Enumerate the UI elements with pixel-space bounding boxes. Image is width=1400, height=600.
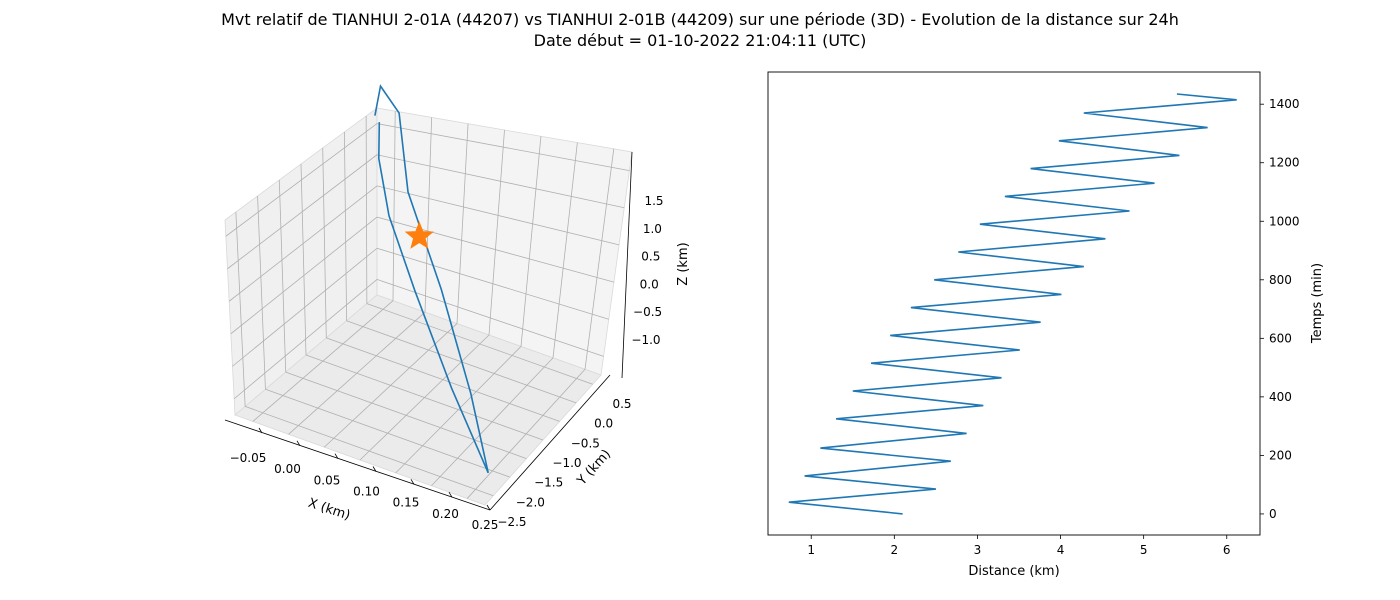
y-tick-label-3d: −1.0 bbox=[552, 456, 581, 470]
y-tick-label-3d: −2.0 bbox=[516, 495, 545, 509]
x-ticks-2d: 1 2 3 4 5 6 bbox=[807, 535, 1231, 557]
grid-line bbox=[227, 154, 378, 270]
grid-line bbox=[278, 179, 287, 373]
x-tick-label-2d: 5 bbox=[1140, 543, 1148, 557]
y-tick-label-2d: 400 bbox=[1269, 390, 1292, 404]
grid-line bbox=[230, 216, 378, 335]
x-tick-3d bbox=[448, 491, 453, 498]
grid-line bbox=[233, 279, 378, 400]
grid-line bbox=[456, 123, 469, 324]
y-axis-line bbox=[489, 374, 611, 511]
grid-line bbox=[466, 369, 586, 499]
x-tick-label-3d: −0.05 bbox=[230, 451, 267, 465]
z-tick-label-3d: 0.0 bbox=[640, 277, 659, 291]
z-tick-label-3d: −0.5 bbox=[633, 305, 662, 319]
grid-line bbox=[552, 142, 578, 358]
distance-curve bbox=[788, 93, 1237, 515]
grid-line bbox=[228, 185, 378, 302]
reference-star-marker bbox=[404, 221, 434, 249]
x-tick-label-2d: 6 bbox=[1223, 543, 1231, 557]
axes-2d: 1 2 3 4 5 6 0 200 400 600 800 1000 1200 1400 Distanc… bbox=[767, 71, 1325, 579]
y-tick-label-2d: 1200 bbox=[1269, 156, 1300, 170]
x-axis-line bbox=[224, 419, 491, 511]
grid-line bbox=[305, 354, 544, 441]
y-tick-label-2d: 200 bbox=[1269, 448, 1292, 462]
x-tick-label-3d: 0.25 bbox=[472, 518, 499, 532]
x-axis-label-3d: X (km) bbox=[306, 496, 352, 524]
x-tick-3d bbox=[334, 453, 339, 459]
grid-line bbox=[424, 117, 433, 313]
z-tick-label-3d: 1.5 bbox=[644, 194, 663, 208]
x-tick-label-3d: 0.10 bbox=[353, 485, 380, 499]
y-ticks-2d: 0 200 400 600 800 1000 1200 1400 bbox=[1260, 97, 1300, 521]
grid-3d bbox=[225, 111, 630, 499]
z-axis-label-3d: Z (km) bbox=[676, 242, 691, 285]
y-tick-label-3d: −2.5 bbox=[497, 515, 526, 529]
grid-line bbox=[235, 211, 246, 407]
grid-line bbox=[376, 154, 625, 209]
plot-frame bbox=[767, 71, 1261, 536]
grid-line bbox=[395, 346, 522, 474]
grid-line bbox=[520, 136, 542, 347]
grid-line bbox=[322, 147, 327, 338]
grid-line bbox=[376, 185, 620, 246]
x-tick-3d bbox=[486, 504, 491, 511]
x-tick-label-2d: 1 bbox=[807, 543, 815, 557]
y-tick-label-3d: 0.5 bbox=[612, 397, 631, 411]
x-tick-label-2d: 2 bbox=[891, 543, 899, 557]
x-tick-label-3d: 0.15 bbox=[393, 496, 420, 510]
z-tick-label-3d: 0.5 bbox=[641, 250, 660, 264]
grid-line bbox=[376, 123, 630, 171]
series-3d bbox=[374, 84, 489, 474]
grid-line bbox=[300, 163, 307, 356]
x-tick-label-3d: 0.05 bbox=[314, 473, 341, 487]
grid-line bbox=[326, 337, 560, 422]
figure-title-line1: Mvt relatif de TIANHUI 2-01A (44207) vs … bbox=[221, 10, 1179, 29]
x-tick-3d bbox=[372, 466, 377, 472]
axes-3d: −0.05 0.00 0.05 0.10 0.15 0.20 0.25 0.5 0.0 −0.5 −… bbox=[224, 84, 691, 532]
y-tick-label-2d: 1400 bbox=[1269, 97, 1300, 111]
y-tick-label-2d: 1000 bbox=[1269, 214, 1300, 228]
y-tick-label-3d: −0.5 bbox=[571, 436, 600, 450]
grid-line bbox=[392, 111, 396, 301]
grid-line bbox=[232, 247, 378, 367]
z-tick-label-3d: −1.0 bbox=[631, 333, 660, 347]
z-tick-label-3d: 1.0 bbox=[643, 222, 662, 236]
grid-line bbox=[488, 129, 505, 336]
z-axis-line bbox=[621, 151, 633, 379]
figure-title-line2: Date début = 01-10-2022 21:04:11 (UTC) bbox=[533, 31, 867, 50]
grid-line bbox=[366, 303, 593, 385]
grid-line bbox=[225, 123, 378, 237]
x-tick-label-2d: 3 bbox=[974, 543, 982, 557]
x-axis-label-2d: Distance (km) bbox=[968, 564, 1059, 579]
y-tick-label-2d: 0 bbox=[1269, 507, 1277, 521]
y-axis-label-2d: Temps (min) bbox=[1310, 263, 1325, 344]
grid-line bbox=[376, 216, 615, 283]
ticks-3d: −0.05 0.00 0.05 0.10 0.15 0.20 0.25 0.5 0.0 −0.5 −… bbox=[230, 194, 664, 532]
trajectory-line bbox=[374, 84, 489, 473]
grid-line bbox=[584, 148, 615, 370]
y-tick-label-3d: 0.0 bbox=[594, 417, 613, 431]
trajectory-line bbox=[377, 122, 489, 474]
x-tick-3d bbox=[410, 479, 415, 485]
y-tick-label-2d: 600 bbox=[1269, 331, 1292, 345]
y-tick-label-3d: −1.5 bbox=[534, 476, 563, 490]
grid-line bbox=[257, 195, 266, 390]
x-tick-label-2d: 4 bbox=[1057, 543, 1065, 557]
y-tick-label-2d: 800 bbox=[1269, 273, 1292, 287]
grid-line bbox=[431, 357, 554, 486]
grid-line bbox=[376, 247, 609, 320]
x-tick-3d bbox=[296, 440, 301, 447]
grid-line bbox=[365, 115, 368, 304]
x-tick-3d bbox=[258, 427, 263, 434]
grid-line bbox=[344, 131, 347, 321]
x-tick-label-3d: 0.00 bbox=[274, 462, 301, 476]
x-tick-label-3d: 0.20 bbox=[432, 507, 459, 521]
